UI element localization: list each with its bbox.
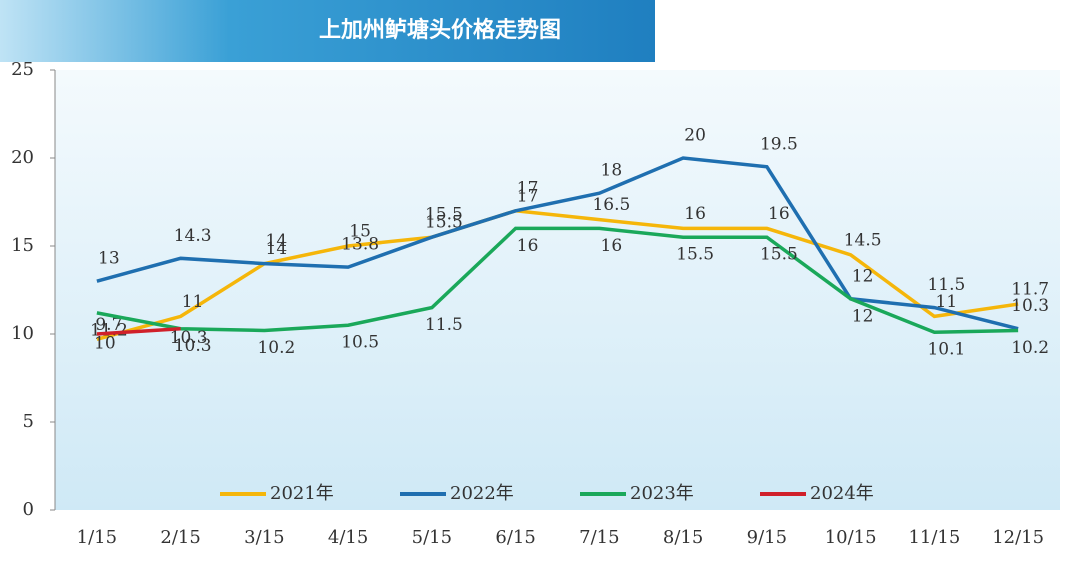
data-label: 10.3 [174,336,212,356]
data-label: 14 [266,231,288,251]
data-label: 14 [266,239,288,259]
data-label: 16 [768,204,790,224]
x-tick-label: 3/15 [244,527,284,548]
x-tick-label: 9/15 [747,527,787,548]
data-label: 10.3 [1011,296,1049,316]
data-label: 13.8 [341,235,379,255]
data-label: 15.5 [425,205,463,225]
y-tick-label: 10 [11,323,34,344]
data-label: 15.5 [676,245,714,265]
series-line [96,156,1019,331]
data-label: 15.5 [760,245,798,265]
x-tick-label: 1/15 [77,527,117,548]
data-label: 15.5 [425,213,463,233]
data-label: 15 [349,222,371,242]
series-line [96,326,181,336]
y-tick-label: 20 [11,147,34,168]
x-tick-label: 5/15 [412,527,452,548]
data-label: 12 [852,306,874,326]
data-label: 16 [601,236,623,256]
data-label: 14.5 [844,230,882,250]
data-label: 11 [936,292,958,312]
data-label: 9.7 [95,315,122,335]
data-label: 16 [684,204,706,224]
data-label: 10.5 [341,333,379,353]
data-label: 18 [601,161,623,181]
x-tick-label: 12/15 [992,527,1044,548]
data-label: 13 [98,249,120,269]
x-tick-label: 8/15 [663,527,703,548]
chart-title: 上加州鲈塘头价格走势图 [319,17,561,43]
data-label: 10.3 [170,328,208,348]
data-label: 10.1 [927,340,965,360]
x-tick-label: 6/15 [495,527,535,548]
data-label: 20 [684,126,706,146]
data-label: 17 [517,186,539,206]
title-banner [0,0,655,62]
data-label: 17 [517,178,539,198]
data-label: 16.5 [592,195,630,215]
data-label: 16 [517,236,539,256]
legend-label: 2023年 [630,483,694,504]
legend-label: 2022年 [450,483,514,504]
data-label: 19.5 [760,134,798,154]
y-tick-label: 25 [11,59,34,80]
data-label: 14.3 [174,226,212,246]
x-tick-label: 2/15 [160,527,200,548]
series-line [96,209,1019,341]
data-label: 12 [852,266,874,286]
y-tick-label: 0 [23,499,34,520]
data-label: 11.5 [927,275,965,295]
y-tick-label: 5 [23,411,34,432]
x-tick-label: 10/15 [825,527,877,548]
y-tick-label: 15 [11,235,34,256]
data-label: 10.2 [1011,338,1049,358]
x-tick-label: 7/15 [579,527,619,548]
legend-label: 2024年 [810,483,874,504]
data-label: 11 [182,292,204,312]
data-label: 10 [94,334,116,354]
series-line [96,226,1019,334]
plot-background [55,70,1060,510]
data-label: 11.7 [1011,280,1049,300]
data-label: 10.2 [257,338,295,358]
legend-label: 2021年 [270,483,334,504]
x-tick-label: 4/15 [328,527,368,548]
x-tick-label: 11/15 [908,527,960,548]
data-label: 11.5 [425,315,463,335]
